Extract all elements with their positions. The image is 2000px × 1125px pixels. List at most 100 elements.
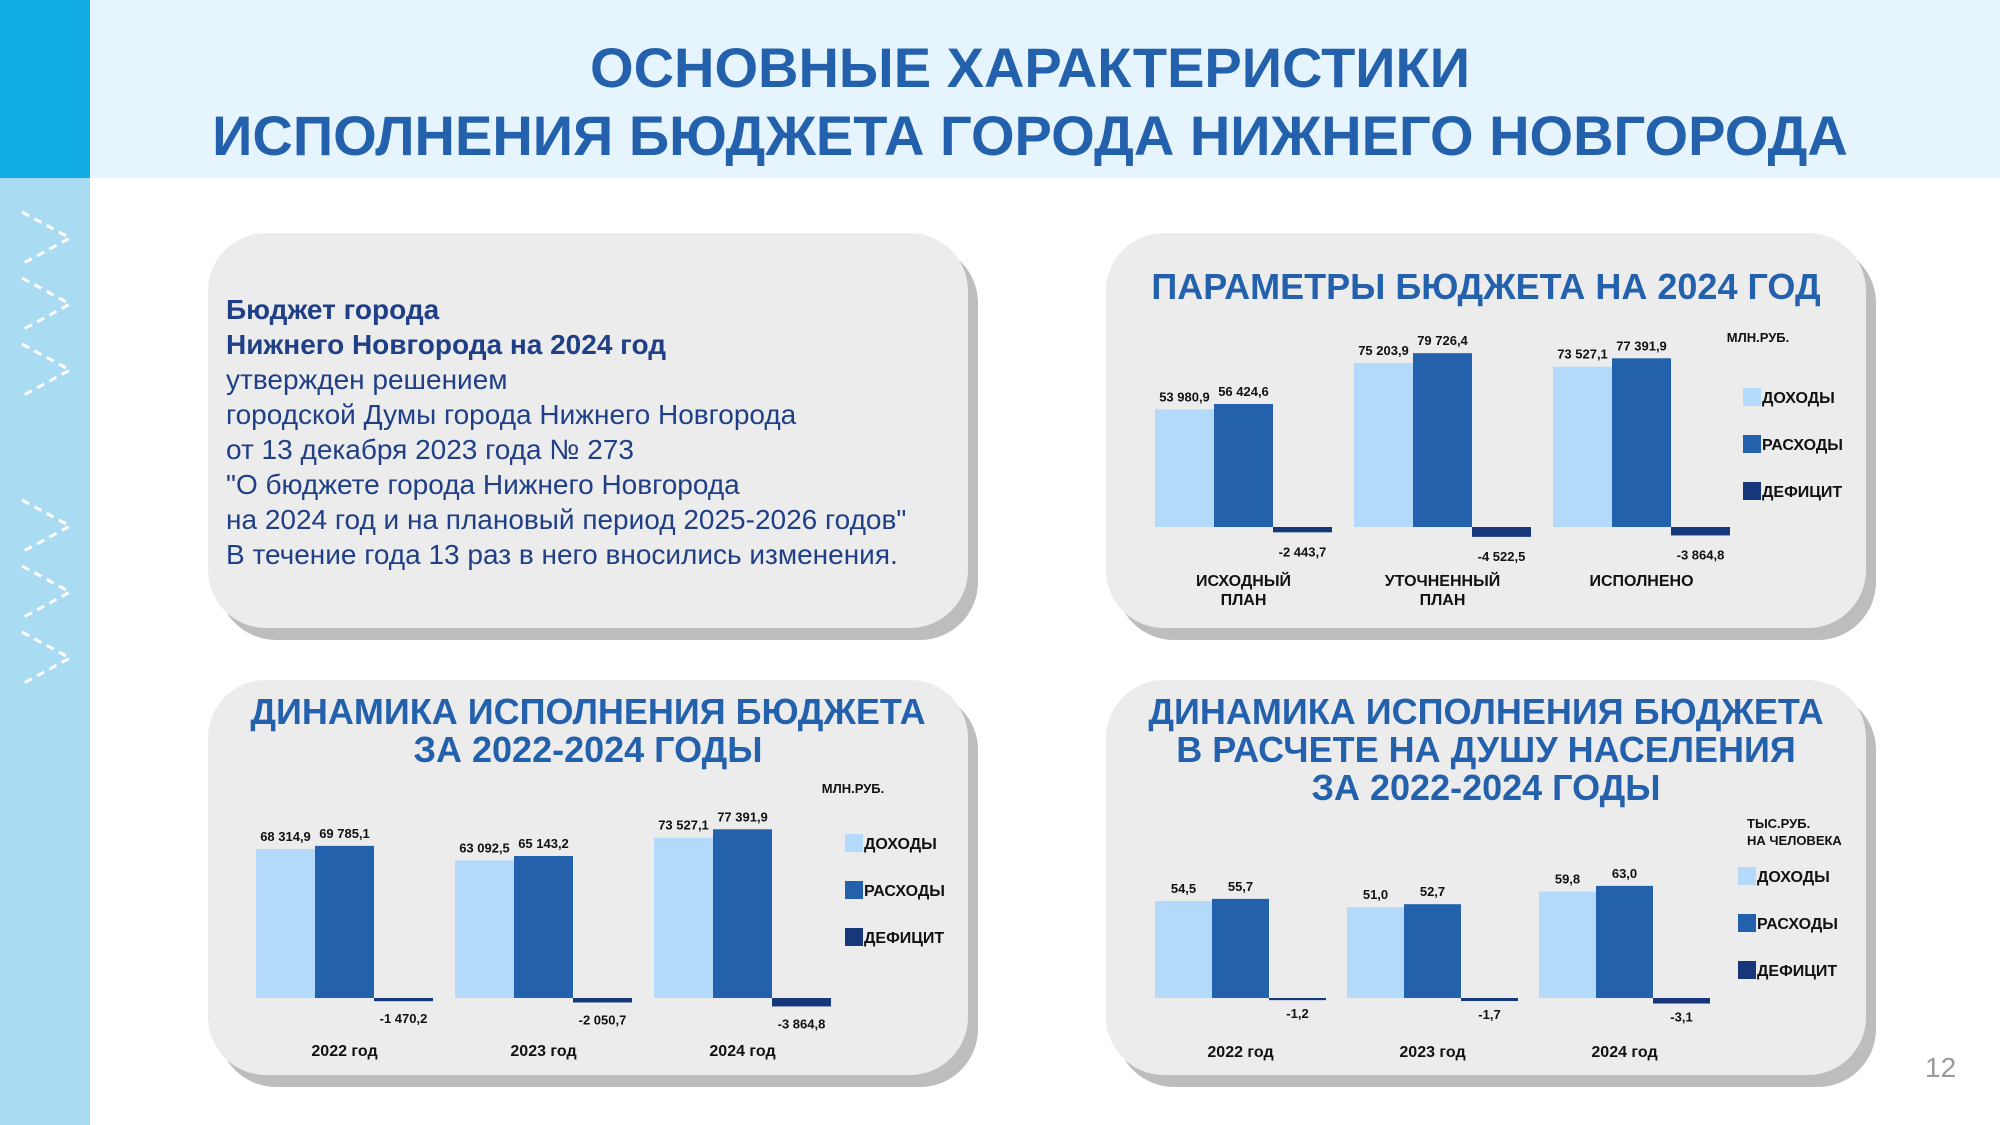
expenses-bar bbox=[1413, 353, 1472, 527]
income-data-label: 53 980,9 bbox=[1159, 389, 1210, 404]
legend-label-income: ДОХОДЫ bbox=[864, 836, 937, 853]
legend-swatch-expenses bbox=[1743, 435, 1761, 453]
deficit-data-label: -3,1 bbox=[1670, 1010, 1692, 1025]
expenses-data-label: 52,7 bbox=[1420, 884, 1445, 899]
legend-swatch-deficit bbox=[1743, 482, 1761, 500]
legend-label-income: ДОХОДЫ bbox=[1762, 390, 1835, 407]
expenses-bar bbox=[1214, 403, 1273, 527]
deficit-bar bbox=[1461, 998, 1518, 1002]
expenses-data-label: 69 785,1 bbox=[319, 826, 370, 841]
budget-info-heading-1: Бюджет города bbox=[226, 294, 440, 325]
income-data-label: 59,8 bbox=[1555, 872, 1580, 887]
income-data-label: 63 092,5 bbox=[459, 840, 510, 855]
income-data-label: 73 527,1 bbox=[658, 818, 709, 833]
expenses-bar bbox=[1212, 898, 1269, 998]
category-label: 2022 год bbox=[311, 1043, 377, 1060]
category-label: 2024 год bbox=[1591, 1044, 1657, 1061]
expenses-bar bbox=[1404, 904, 1461, 998]
page-title-line-1: ОСНОВНЫЕ ХАРАКТЕРИСТИКИ bbox=[590, 36, 1470, 99]
expenses-bar bbox=[713, 829, 772, 998]
budget-info-line: на 2024 год и на плановый период 2025-20… bbox=[226, 504, 907, 535]
chevron-pattern-icon bbox=[21, 210, 74, 686]
income-bar bbox=[1354, 363, 1413, 527]
dynamics-title-line-2: ЗА 2022-2024 ГОДЫ bbox=[413, 729, 763, 770]
deficit-data-label: -1,2 bbox=[1286, 1006, 1308, 1021]
category-label: 2023 год bbox=[510, 1043, 576, 1060]
income-data-label: 51,0 bbox=[1363, 887, 1388, 902]
dynamics-title-line-1: ДИНАМИКА ИСПОЛНЕНИЯ БЮДЖЕТА bbox=[250, 691, 926, 732]
deficit-bar bbox=[573, 998, 632, 1003]
category-label: ПЛАН bbox=[1221, 592, 1267, 609]
category-label: 2022 год bbox=[1207, 1044, 1273, 1061]
legend-swatch-income bbox=[845, 834, 863, 852]
category-label: 2023 год bbox=[1399, 1044, 1465, 1061]
expenses-data-label: 77 391,9 bbox=[1616, 338, 1667, 353]
sidebar-accent bbox=[0, 0, 90, 178]
deficit-data-label: -1 470,2 bbox=[380, 1011, 428, 1026]
params-chart-title: ПАРАМЕТРЫ БЮДЖЕТА НА 2024 ГОД bbox=[1151, 266, 1821, 307]
deficit-data-label: -4 522,5 bbox=[1478, 549, 1526, 564]
legend-label-expenses: РАСХОДЫ bbox=[864, 883, 945, 900]
page-title: ОСНОВНЫЕ ХАРАКТЕРИСТИКИ ИСПОЛНЕНИЯ БЮДЖЕ… bbox=[90, 34, 1970, 170]
budget-info-heading-2: Нижнего Новгорода на 2024 год bbox=[226, 329, 666, 360]
per-capita-chart-title: ДИНАМИКА ИСПОЛНЕНИЯ БЮДЖЕТА В РАСЧЕТЕ НА… bbox=[1106, 693, 1866, 807]
expenses-data-label: 63,0 bbox=[1612, 866, 1637, 881]
legend-label-deficit: ДЕФИЦИТ bbox=[864, 930, 944, 947]
deficit-bar bbox=[374, 998, 433, 1002]
budget-info-line: утвержден решением bbox=[226, 364, 508, 395]
unit-label: ТЫС.РУБ. bbox=[1747, 816, 1810, 831]
per-capita-title-line-3: ЗА 2022-2024 ГОДЫ bbox=[1311, 767, 1661, 808]
expenses-data-label: 55,7 bbox=[1228, 879, 1253, 894]
legend-swatch-expenses bbox=[1738, 914, 1756, 932]
budget-info-text: Бюджет города Нижнего Новгорода на 2024 … bbox=[226, 292, 946, 572]
legend-label-deficit: ДЕФИЦИТ bbox=[1757, 963, 1837, 980]
income-data-label: 68 314,9 bbox=[260, 829, 311, 844]
unit-label: МЛН.РУБ. bbox=[822, 781, 885, 796]
category-label: ИСХОДНЫЙ bbox=[1196, 571, 1291, 590]
deficit-data-label: -3 864,8 bbox=[1677, 547, 1725, 562]
expenses-bar bbox=[1596, 885, 1653, 998]
income-bar bbox=[1553, 366, 1612, 527]
header-band bbox=[90, 0, 2000, 178]
legend-label-deficit: ДЕФИЦИТ bbox=[1762, 484, 1842, 501]
budget-info-line: В течение года 13 раз в него вносились и… bbox=[226, 539, 898, 570]
expenses-bar bbox=[1612, 358, 1671, 527]
deficit-bar bbox=[1653, 998, 1710, 1004]
category-label: ИСПОЛНЕНО bbox=[1589, 573, 1693, 590]
income-bar bbox=[455, 860, 514, 998]
unit-label: НА ЧЕЛОВЕКА bbox=[1747, 833, 1842, 848]
dynamics-chart-title: ДИНАМИКА ИСПОЛНЕНИЯ БЮДЖЕТА ЗА 2022-2024… bbox=[208, 693, 968, 769]
per-capita-title-line-1: ДИНАМИКА ИСПОЛНЕНИЯ БЮДЖЕТА bbox=[1148, 691, 1824, 732]
budget-info-line: "О бюджете города Нижнего Новгорода bbox=[226, 469, 740, 500]
deficit-data-label: -3 864,8 bbox=[778, 1016, 826, 1031]
income-bar bbox=[1155, 409, 1214, 527]
deficit-bar bbox=[1273, 527, 1332, 533]
income-bar bbox=[1539, 891, 1596, 998]
legend-label-expenses: РАСХОДЫ bbox=[1757, 916, 1838, 933]
deficit-data-label: -2 050,7 bbox=[579, 1012, 627, 1027]
deficit-bar bbox=[772, 998, 831, 1007]
legend-swatch-expenses bbox=[845, 881, 863, 899]
legend-swatch-deficit bbox=[845, 928, 863, 946]
expenses-data-label: 56 424,6 bbox=[1218, 384, 1269, 399]
legend-label-expenses: РАСХОДЫ bbox=[1762, 437, 1843, 454]
category-label: УТОЧНЕННЫЙ bbox=[1385, 571, 1501, 590]
deficit-bar bbox=[1269, 998, 1326, 1001]
income-data-label: 75 203,9 bbox=[1358, 343, 1409, 358]
left-sidebar bbox=[0, 0, 90, 1125]
expenses-bar bbox=[315, 845, 374, 998]
income-data-label: 54,5 bbox=[1171, 881, 1196, 896]
per-capita-title-line-2: В РАСЧЕТЕ НА ДУШУ НАСЕЛЕНИЯ bbox=[1176, 729, 1796, 770]
expenses-data-label: 79 726,4 bbox=[1417, 333, 1468, 348]
deficit-data-label: -1,7 bbox=[1478, 1007, 1500, 1022]
budget-info-card bbox=[208, 233, 968, 628]
legend-label-income: ДОХОДЫ bbox=[1757, 869, 1830, 886]
expenses-data-label: 65 143,2 bbox=[518, 836, 569, 851]
income-bar bbox=[1347, 907, 1404, 998]
budget-info-line: городской Думы города Нижнего Новгорода bbox=[226, 399, 797, 430]
page-number: 12 bbox=[1925, 1052, 1957, 1083]
legend-swatch-income bbox=[1743, 388, 1761, 406]
